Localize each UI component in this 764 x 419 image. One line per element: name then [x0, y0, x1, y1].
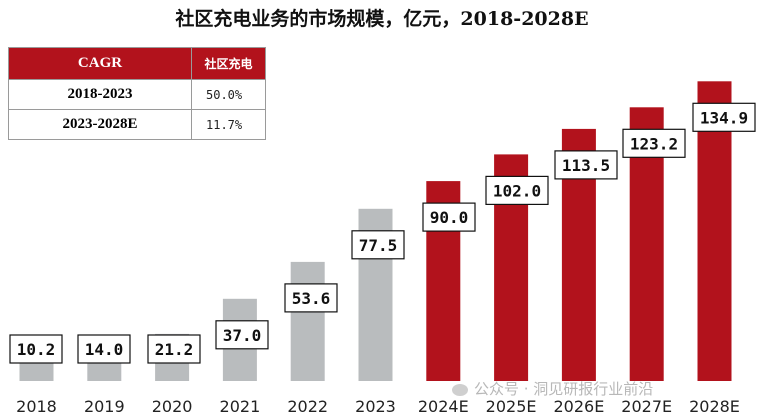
cagr-header-label: CAGR	[8, 47, 192, 80]
value-label: 113.5	[562, 156, 610, 175]
x-tick-label: 2026E	[553, 397, 604, 416]
x-tick-label: 2020	[152, 397, 193, 416]
value-label-box	[554, 150, 618, 180]
cagr-rate: 50.0%	[191, 79, 266, 110]
value-label: 53.6	[292, 289, 331, 308]
value-label: 10.2	[17, 340, 56, 359]
bar-2018	[19, 358, 54, 381]
value-label: 90.0	[430, 208, 469, 227]
value-label-box	[77, 334, 131, 364]
x-tick-label: 2028E	[689, 397, 740, 416]
value-label-box	[485, 175, 549, 205]
value-label-box	[147, 334, 201, 364]
value-label: 134.9	[700, 108, 748, 127]
value-label-box	[215, 320, 269, 350]
value-label: 77.5	[359, 236, 398, 255]
value-label: 102.0	[493, 181, 541, 200]
value-label-box	[422, 202, 476, 232]
cagr-row: 2023-2028E 11.7%	[8, 109, 266, 140]
value-label-box	[284, 283, 338, 313]
cagr-row: 2018-2023 50.0%	[8, 79, 266, 110]
x-tick-label: 2018	[16, 397, 57, 416]
value-label: 123.2	[630, 134, 678, 153]
value-label-box	[9, 334, 63, 364]
cagr-header-series: 社区充电	[191, 47, 266, 80]
cagr-table: CAGR 社区充电 2018-2023 50.0% 2023-2028E 11.…	[8, 47, 266, 140]
cagr-rate: 11.7%	[191, 109, 266, 140]
cagr-period: 2023-2028E	[8, 109, 192, 140]
watermark: 公众号 · 洞见研报行业前沿	[452, 378, 653, 399]
value-label-box	[351, 230, 405, 260]
wechat-icon	[452, 383, 468, 396]
x-tick-label: 2023	[355, 397, 396, 416]
value-label: 21.2	[155, 340, 194, 359]
value-label-box	[692, 102, 756, 132]
x-tick-label: 2021	[220, 397, 261, 416]
value-label-box	[622, 128, 686, 158]
value-label: 37.0	[223, 326, 262, 345]
chart-title: 社区充电业务的市场规模，亿元，2018-2028E	[175, 8, 589, 30]
cagr-header-row: CAGR 社区充电	[8, 47, 266, 80]
x-tick-label: 2022	[287, 397, 328, 416]
cagr-period: 2018-2023	[8, 79, 192, 110]
x-tick-label: 2025E	[486, 397, 537, 416]
x-tick-label: 2024E	[418, 397, 469, 416]
x-tick-label: 2027E	[621, 397, 672, 416]
value-label: 14.0	[85, 340, 124, 359]
x-tick-label: 2019	[84, 397, 125, 416]
bar-2022	[290, 261, 325, 381]
watermark-text: 公众号 · 洞见研报行业前沿	[474, 380, 654, 398]
